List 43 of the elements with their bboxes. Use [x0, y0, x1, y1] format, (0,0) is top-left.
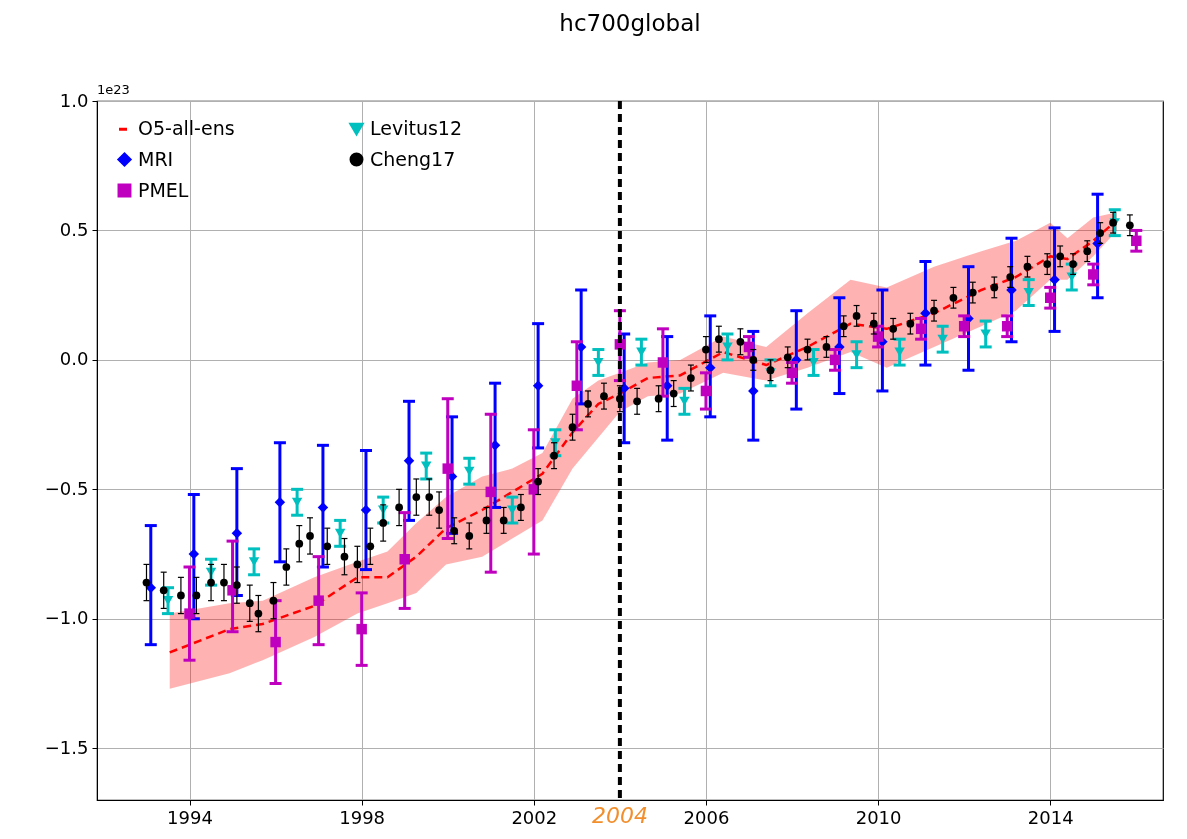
x-tick-label: 2014 [1027, 806, 1074, 828]
point [485, 486, 497, 498]
legend-label: MRI [138, 147, 174, 170]
point [829, 354, 841, 366]
point [748, 385, 759, 397]
point [317, 502, 329, 513]
y-tick-label: −1.0 [44, 607, 89, 629]
y-tick-label: 0.5 [59, 218, 89, 240]
point [958, 320, 970, 332]
legend-label: Levitus12 [370, 116, 463, 139]
point [442, 463, 453, 474]
y-tick-label: 1.0 [59, 89, 89, 111]
point [184, 608, 195, 619]
point [700, 385, 712, 397]
ref-line-label: 2004 [591, 803, 648, 828]
x-tick-label: 1994 [167, 806, 213, 828]
point [399, 553, 410, 565]
chart-title: hc700global [559, 10, 701, 36]
point [915, 323, 927, 335]
point [270, 636, 281, 648]
point [1045, 292, 1056, 303]
point [313, 595, 324, 606]
legend-label: Cheng17 [370, 147, 456, 170]
x-tick-label: 2002 [511, 806, 558, 828]
x-tick-label: 2010 [855, 806, 902, 828]
point [188, 548, 200, 560]
point [356, 623, 367, 635]
point [1049, 274, 1060, 285]
point [231, 528, 243, 539]
point [1001, 320, 1013, 332]
legend-label: PMEL [138, 178, 189, 201]
point [274, 497, 286, 508]
y-tick-label: −0.5 [44, 477, 89, 499]
x-tick-label: 1998 [339, 806, 386, 828]
point [657, 357, 669, 368]
legend-label: O5-all-ens [138, 117, 235, 140]
point [1131, 235, 1142, 247]
point [571, 380, 583, 392]
x-tick-label: 2006 [683, 806, 730, 828]
y-tick-label: 0.0 [59, 348, 89, 370]
text: 1e23 [97, 82, 130, 97]
point [1088, 269, 1099, 280]
y-tick-label: −1.5 [44, 736, 89, 758]
